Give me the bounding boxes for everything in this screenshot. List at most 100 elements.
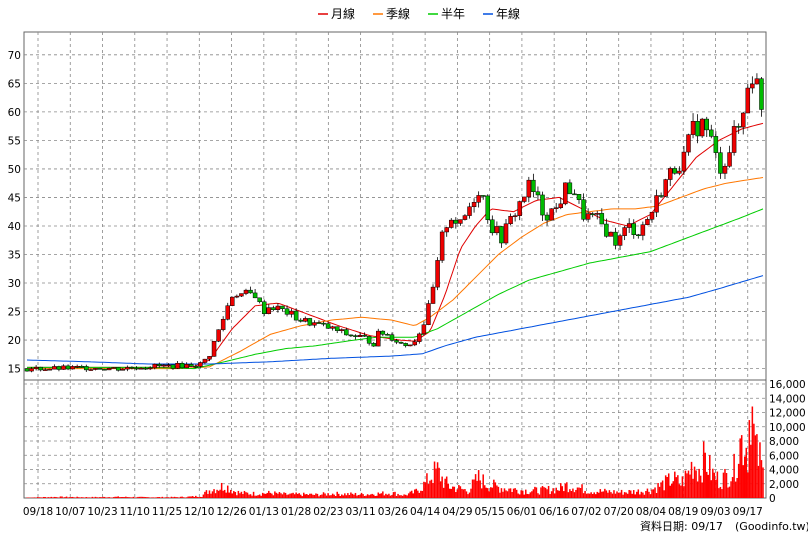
candle-body [207, 356, 211, 359]
volume-bar [738, 464, 740, 498]
volume-bar [525, 490, 527, 498]
candle-body [404, 343, 408, 345]
volume-bar [356, 496, 358, 498]
volume-bar [66, 497, 68, 498]
volume-bar [405, 495, 407, 498]
volume-bar [174, 497, 176, 498]
volume-bar [504, 488, 506, 498]
volume-bar [505, 490, 507, 498]
volume-bar [694, 467, 696, 498]
volume-bar [61, 496, 63, 498]
candle-body [385, 334, 389, 335]
candle-body [481, 195, 485, 196]
volume-bar [644, 495, 646, 498]
candle-body [57, 366, 61, 369]
volume-bar [639, 494, 641, 498]
volume-axis: 02,0004,0006,0008,00010,00012,00014,0001… [769, 379, 806, 505]
candle-body [468, 207, 472, 216]
volume-bar [530, 492, 532, 498]
candle-body [349, 335, 353, 336]
volume-bar [391, 495, 393, 498]
volume-bar [277, 494, 279, 498]
volume-bar [92, 497, 94, 498]
date-tick-label: 09/03 [700, 506, 730, 518]
volume-bar [305, 494, 307, 498]
volume-bar [250, 494, 252, 498]
volume-bar [650, 494, 652, 498]
candle-body [545, 215, 549, 220]
volume-bar [642, 493, 644, 498]
candle-body [43, 370, 47, 371]
candle-body [162, 365, 166, 366]
candle-body [48, 369, 52, 370]
candle-body [157, 364, 161, 365]
candle-body [518, 202, 522, 216]
volume-bar [219, 490, 221, 498]
candle-body [312, 323, 316, 326]
volume-bar [417, 491, 419, 498]
candle-body [239, 294, 243, 297]
volume-bar [201, 497, 203, 498]
volume-bar [178, 497, 180, 498]
volume-bar [697, 481, 699, 498]
volume-bar [414, 490, 416, 498]
volume-bar [113, 497, 115, 498]
volume-bar [679, 484, 681, 498]
volume-bar [593, 492, 595, 498]
volume-bar [329, 495, 331, 498]
volume-bar [711, 480, 713, 498]
volume-bar [285, 493, 287, 498]
candle-body [244, 290, 248, 293]
volume-bar [303, 493, 305, 498]
volume-bar [537, 493, 539, 498]
volume-bar [104, 497, 106, 498]
candle-body [586, 214, 590, 220]
volume-bar [265, 494, 267, 498]
volume-bar [124, 497, 126, 498]
volume-bar [130, 497, 132, 498]
candle-body [66, 366, 70, 369]
volume-bar [236, 495, 238, 498]
volume-bar [566, 482, 568, 498]
volume-bar [195, 496, 197, 498]
volume-bar [257, 495, 259, 498]
volume-bar [390, 496, 392, 498]
volume-bar [282, 494, 284, 498]
volume-bar [384, 495, 386, 498]
candle-body [477, 195, 481, 202]
candle-body [107, 368, 111, 370]
volume-bar [294, 494, 296, 498]
volume-bar [759, 442, 761, 498]
volume-bar [87, 497, 89, 498]
volume-bar [686, 473, 688, 498]
volume-bar [362, 494, 364, 498]
date-tick-label: 04/29 [442, 506, 472, 518]
volume-bar [78, 497, 80, 498]
volume-bar [682, 476, 684, 498]
candle-body [554, 208, 558, 209]
volume-bar [435, 469, 437, 498]
volume-bar [606, 490, 608, 498]
volume-tick-label: 8,000 [769, 436, 799, 448]
candle-body [613, 232, 617, 245]
candle-body [52, 366, 56, 369]
date-tick-label: 12/10 [184, 506, 214, 518]
candle-body [344, 330, 348, 335]
volume-bar [125, 497, 127, 498]
volume-bar [110, 497, 112, 498]
volume-bar [361, 493, 363, 498]
price-tick-label: 15 [8, 364, 21, 376]
candle-body [399, 342, 403, 343]
volume-bar [555, 488, 557, 498]
volume-bar [619, 493, 621, 498]
volume-bar [393, 492, 395, 498]
volume-bar [631, 494, 633, 498]
volume-bar [171, 497, 173, 498]
candle-body [682, 152, 686, 171]
volume-bar [394, 492, 396, 498]
candle-body [486, 196, 490, 220]
volume-bar [396, 496, 398, 498]
candle-body [290, 311, 294, 314]
volume-bar [143, 497, 145, 498]
candle-body [30, 369, 34, 372]
